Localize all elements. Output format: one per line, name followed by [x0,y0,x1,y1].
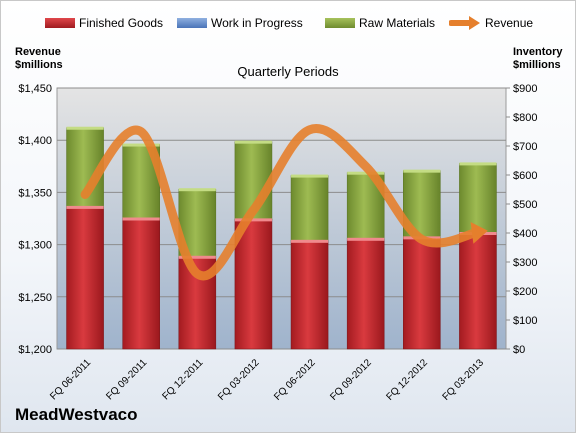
x-tick-label: FQ 03-2012 [216,357,262,403]
right-tick-label: $700 [513,141,537,153]
legend-label: Revenue [485,16,534,30]
bar-finished-goods-cap [291,239,329,243]
right-tick-label: $500 [513,199,537,211]
left-tick-label: $1,350 [18,187,52,199]
x-tick-label: FQ 03-2013 [441,357,487,403]
x-tick-label: FQ 12-2011 [160,357,205,402]
legend-label: Work in Progress [211,16,303,30]
bar-finished-goods [346,238,385,350]
left-tick-label: $1,250 [18,292,52,304]
bar-finished-goods [403,237,441,350]
x-tick-label: FQ 12-2012 [384,357,430,403]
left-axis-title: Revenue $millions [15,46,63,71]
right-tick-label: $0 [513,344,525,356]
x-tick-label: FQ 09-2011 [104,357,149,402]
x-tick-label: FQ 06-2012 [272,357,318,403]
legend-swatch-work-in-progress [177,18,207,28]
bar-raw-materials-cap [234,140,272,144]
legend-swatch-finished-goods [45,18,75,28]
bar-raw-materials-cap [347,171,385,175]
bar-finished-goods [122,218,160,350]
x-tick-label: FQ 09-2012 [328,357,374,403]
bar-finished-goods [66,206,104,350]
bar-finished-goods [290,240,329,350]
legend-label: Raw Materials [359,16,436,30]
right-tick-label: $300 [513,257,537,269]
bar-raw-materials-cap [459,162,497,166]
bar-finished-goods-cap [122,217,160,221]
bar-finished-goods-cap [66,205,104,209]
legend-item-work-in-progress: Work in Progress [177,15,303,31]
left-tick-label: $1,400 [18,135,52,147]
chart-title: Quarterly Periods [237,64,339,79]
right-tick-label: $800 [513,112,537,124]
legend-label: Finished Goods [79,16,164,30]
left-tick-label: $1,200 [18,344,52,356]
legend-swatch-revenue [449,16,480,30]
right-tick-label: $200 [513,286,537,298]
right-tick-label: $600 [513,170,537,182]
right-tick-label: $900 [513,83,537,95]
bar-raw-materials [290,175,329,242]
legend-item-finished-goods: Finished Goods [45,15,163,31]
legend-item-raw-materials: Raw Materials [325,15,435,31]
bar-raw-materials-cap [66,126,104,130]
bar-raw-materials-cap [178,188,216,192]
revenue-line [80,124,483,281]
company-name: MeadWestvaco [15,405,138,424]
left-tick-label: $1,450 [18,83,52,95]
bar-raw-materials-cap [122,143,160,147]
right-axis-title: Inventory $millions [513,46,563,71]
legend-swatch-raw-materials [325,18,355,28]
x-tick-label: FQ 06-2011 [48,357,93,402]
bar-finished-goods-cap [347,237,385,241]
bar-finished-goods [459,232,497,350]
left-tick-label: $1,300 [18,240,52,252]
revenue-arrowhead [470,221,488,244]
bar-finished-goods-cap [178,255,216,259]
bar-finished-goods-cap [234,218,272,222]
right-tick-label: $400 [513,228,537,240]
bar-raw-materials [459,163,497,234]
right-tick-label: $100 [513,315,537,327]
bar-raw-materials-cap [403,169,441,173]
legend-item-revenue: Revenue [449,15,533,31]
bar-raw-materials-cap [291,174,329,178]
